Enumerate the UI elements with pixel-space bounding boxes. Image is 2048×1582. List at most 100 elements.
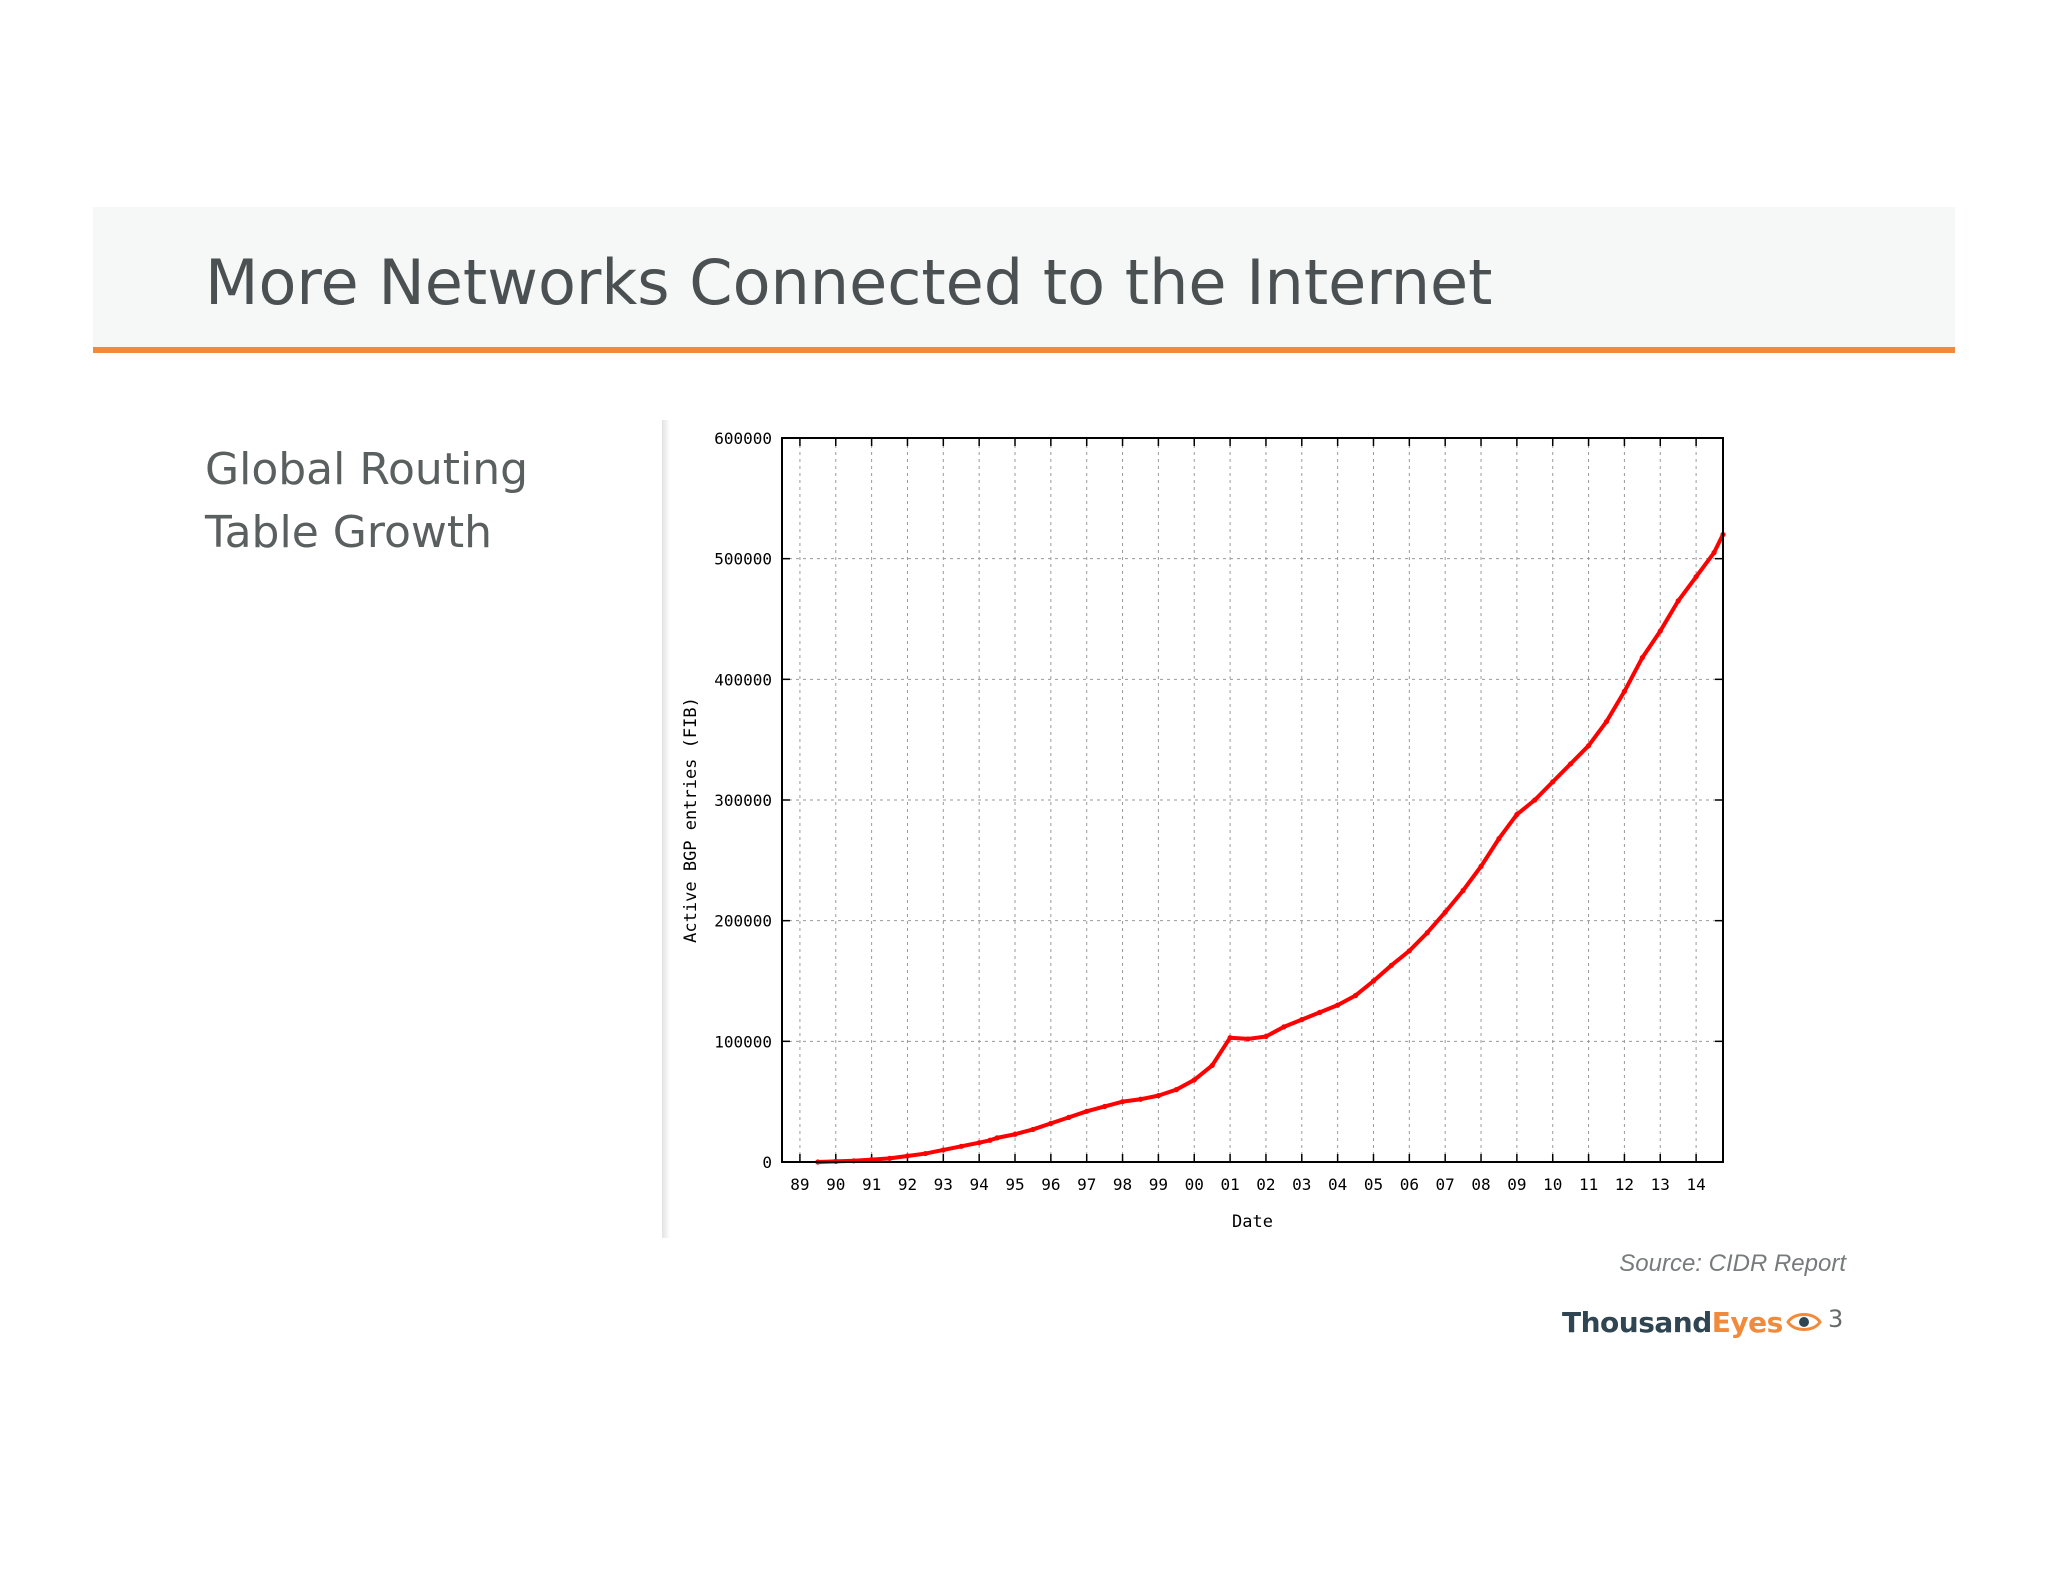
x-tick-label: 98	[1113, 1175, 1132, 1194]
x-tick-label: 05	[1364, 1175, 1383, 1194]
x-tick-label: 94	[970, 1175, 989, 1194]
title-band	[93, 207, 1955, 347]
x-tick-label: 96	[1041, 1175, 1060, 1194]
data-point	[1585, 743, 1592, 749]
y-tick-label: 200000	[714, 912, 772, 931]
data-point	[1370, 978, 1377, 984]
eye-icon	[1786, 1313, 1822, 1331]
data-point	[1603, 718, 1610, 725]
data-point	[1693, 574, 1699, 580]
data-point	[940, 1147, 946, 1153]
data-point	[1066, 1114, 1072, 1120]
data-point	[1102, 1103, 1108, 1110]
data-point	[1406, 948, 1412, 954]
data-point	[1173, 1087, 1179, 1093]
x-tick-label: 90	[826, 1175, 845, 1194]
data-point	[976, 1140, 982, 1146]
y-tick-label: 300000	[714, 791, 772, 810]
data-point	[1030, 1126, 1036, 1133]
data-point	[1532, 797, 1538, 803]
y-tick-label: 100000	[714, 1032, 772, 1051]
data-point	[1442, 909, 1448, 915]
x-tick-label: 97	[1077, 1175, 1096, 1194]
x-tick-label: 99	[1149, 1175, 1168, 1194]
x-tick-label: 04	[1328, 1175, 1347, 1194]
data-point	[1550, 779, 1556, 785]
subtitle-line-1: Global Routing	[205, 444, 529, 495]
data-point	[1424, 930, 1430, 936]
x-tick-label: 06	[1400, 1175, 1419, 1194]
x-tick-label: 13	[1651, 1175, 1670, 1194]
data-point	[1496, 836, 1502, 842]
data-point	[1621, 688, 1628, 694]
data-point	[1119, 1099, 1126, 1105]
source-note: Source: CIDR Report	[1619, 1250, 1846, 1277]
x-tick-label: 14	[1686, 1175, 1705, 1194]
data-point	[1478, 863, 1484, 869]
series-points	[815, 531, 1726, 1165]
x-tick-label: 10	[1543, 1175, 1562, 1194]
data-point	[1263, 1033, 1269, 1040]
data-point	[1084, 1108, 1090, 1114]
data-point	[1335, 1002, 1341, 1008]
data-point	[1317, 1009, 1323, 1015]
data-point	[1514, 811, 1520, 818]
slide-title: More Networks Connected to the Internet	[205, 246, 1493, 319]
x-tick-label: 93	[934, 1175, 953, 1194]
data-point	[958, 1143, 964, 1149]
y-axis-label: Active BGP entries (FIB)	[681, 697, 701, 943]
chart-grid	[782, 438, 1723, 1162]
data-point	[1155, 1093, 1161, 1099]
data-point	[1048, 1120, 1054, 1126]
data-point	[1245, 1036, 1251, 1042]
x-tick-label: 11	[1579, 1175, 1598, 1194]
chart-shadow	[662, 420, 670, 1238]
thousandeyes-logo: Thousand Eyes	[1562, 1302, 1822, 1342]
logo-text-thousand: Thousand	[1562, 1305, 1712, 1339]
y-tick-label: 400000	[714, 670, 772, 689]
data-point	[1352, 992, 1359, 999]
page-number: 3	[1828, 1305, 1844, 1333]
x-tick-label: 00	[1185, 1175, 1204, 1194]
data-point	[886, 1155, 893, 1161]
x-tick-label: 07	[1436, 1175, 1455, 1194]
x-axis-label: Date	[1232, 1212, 1273, 1232]
data-point	[1675, 598, 1681, 604]
data-point	[922, 1150, 928, 1157]
x-tick-label: 91	[862, 1175, 881, 1194]
title-accent-rule	[93, 347, 1955, 353]
y-tick-label: 0	[762, 1153, 772, 1172]
x-tick-label: 01	[1220, 1175, 1239, 1194]
x-axis-ticks: 89 90 91 92 93 94 95 96 97 98 99 00 01 02 03 04 05 06 07 08…	[790, 438, 1706, 1194]
data-point	[1209, 1062, 1215, 1069]
data-point	[1657, 628, 1663, 634]
bgp-growth-chart: 0 100000 200000 300000 400000 500000 600000 89…	[670, 420, 1730, 1238]
plot-frame	[781, 437, 1724, 1163]
y-tick-label: 600000	[714, 429, 772, 448]
x-tick-label: 08	[1471, 1175, 1490, 1194]
x-tick-label: 02	[1256, 1175, 1275, 1194]
y-axis-ticks: 0 100000 200000 300000 400000 500000 600000	[714, 429, 1723, 1172]
subtitle-line-2: Table Growth	[205, 507, 493, 558]
chart-background	[670, 420, 1730, 1238]
data-point	[1137, 1096, 1144, 1102]
data-point	[1711, 550, 1717, 556]
data-point	[1639, 655, 1645, 661]
x-tick-label: 12	[1615, 1175, 1634, 1194]
y-tick-label: 500000	[714, 550, 772, 569]
data-point	[1568, 761, 1574, 767]
data-point	[1460, 887, 1466, 894]
x-tick-label: 09	[1507, 1175, 1526, 1194]
x-tick-label: 03	[1292, 1175, 1311, 1194]
data-point	[869, 1156, 875, 1163]
data-point	[1281, 1024, 1287, 1030]
data-point	[994, 1135, 1000, 1141]
logo-text-eyes: Eyes	[1711, 1305, 1784, 1339]
data-point	[987, 1137, 993, 1143]
data-point	[1012, 1131, 1018, 1137]
data-point	[1388, 962, 1395, 968]
data-point	[904, 1153, 911, 1159]
data-point	[1191, 1077, 1197, 1083]
x-tick-label: 89	[790, 1175, 809, 1194]
slide-subtitle: Global Routing Table Growth	[205, 438, 625, 564]
